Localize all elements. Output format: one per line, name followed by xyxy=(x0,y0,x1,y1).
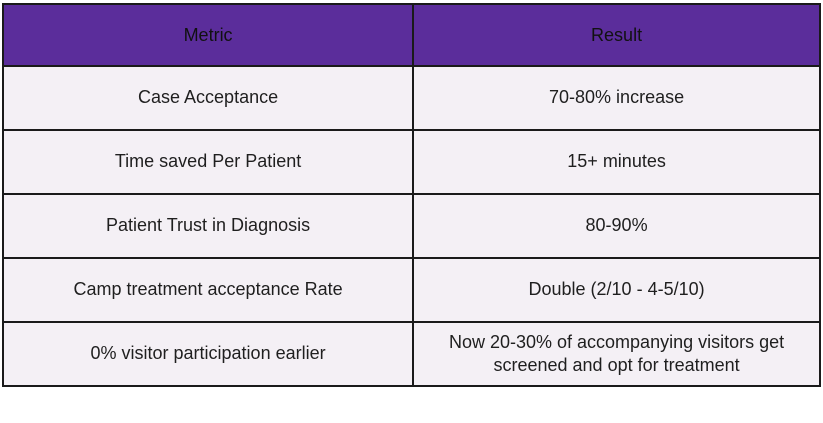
table-row: Patient Trust in Diagnosis 80-90% xyxy=(1,193,821,259)
result-cell: 70-80% increase xyxy=(412,65,821,131)
metric-cell: Patient Trust in Diagnosis xyxy=(1,193,415,259)
header-row: Metric Result xyxy=(1,3,821,67)
table-row: Time saved Per Patient 15+ minutes xyxy=(1,129,821,195)
metric-cell: 0% visitor participation earlier xyxy=(1,321,415,387)
metric-cell: Time saved Per Patient xyxy=(1,129,415,195)
metrics-results-table: Metric Result Case Acceptance 70-80% inc… xyxy=(1,3,821,387)
table-row: Camp treatment acceptance Rate Double (2… xyxy=(1,257,821,323)
column-header-result: Result xyxy=(412,3,821,67)
result-cell: Now 20-30% of accompanying visitors get … xyxy=(412,321,821,387)
table-row: 0% visitor participation earlier Now 20-… xyxy=(1,321,821,387)
metric-cell: Case Acceptance xyxy=(1,65,415,131)
column-header-metric: Metric xyxy=(1,3,415,67)
result-cell: Double (2/10 - 4-5/10) xyxy=(412,257,821,323)
result-cell: 15+ minutes xyxy=(412,129,821,195)
result-cell: 80-90% xyxy=(412,193,821,259)
table-row: Case Acceptance 70-80% increase xyxy=(1,65,821,131)
metric-cell: Camp treatment acceptance Rate xyxy=(1,257,415,323)
